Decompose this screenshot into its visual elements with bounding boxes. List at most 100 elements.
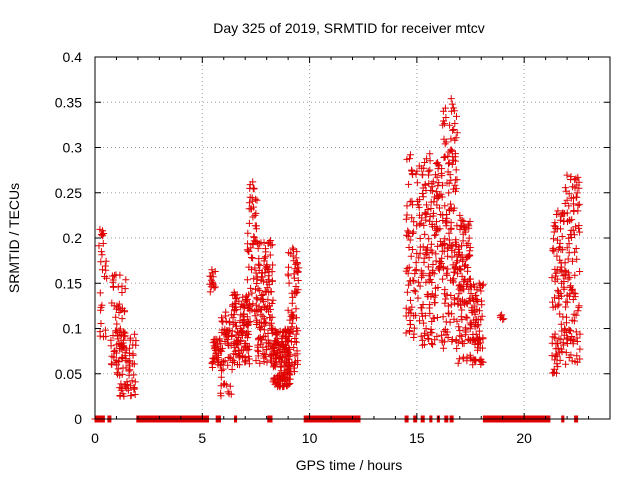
- data-point: [574, 307, 582, 315]
- data-point: [218, 367, 225, 374]
- data-point: [265, 339, 273, 347]
- data-point: [464, 264, 472, 271]
- data-point: [445, 179, 453, 187]
- data-point: [565, 240, 573, 248]
- data-point: [553, 211, 561, 218]
- data-point: [434, 193, 442, 201]
- data-point: [293, 347, 301, 355]
- data-point: [448, 310, 456, 318]
- data-point: [576, 345, 584, 353]
- data-point: [269, 296, 277, 304]
- data-point: [561, 184, 569, 192]
- data-point: [572, 245, 580, 252]
- data-point: [411, 267, 419, 275]
- data-point: [403, 288, 411, 296]
- data-point: [250, 184, 258, 192]
- data-point: [441, 104, 449, 112]
- data-point: [442, 295, 450, 303]
- data-point: [424, 263, 432, 271]
- data-point: [409, 228, 417, 236]
- data-point: [445, 159, 453, 167]
- data-point: [263, 346, 271, 353]
- data-point: [262, 353, 270, 361]
- data-point: [566, 273, 574, 281]
- data-point: [471, 356, 479, 364]
- data-point: [443, 271, 451, 279]
- data-point: [404, 227, 412, 235]
- data-point: [404, 269, 412, 277]
- data-point: [559, 341, 567, 349]
- data-point: [414, 278, 422, 286]
- data-point: [575, 200, 583, 208]
- data-point: [112, 313, 120, 321]
- data-point: [570, 289, 578, 297]
- data-point: [210, 355, 218, 363]
- data-point: [416, 235, 424, 242]
- data-point: [550, 247, 558, 255]
- data-point: [256, 359, 264, 367]
- y-tick-label: 0.05: [55, 366, 82, 382]
- data-point: [429, 341, 437, 349]
- data-point: [554, 340, 561, 347]
- data-point: [256, 287, 264, 295]
- data-point: [453, 317, 461, 325]
- data-point: [291, 335, 299, 342]
- data-point: [430, 198, 438, 206]
- data-point: [260, 315, 268, 323]
- data-point: [415, 196, 423, 204]
- data-point: [432, 250, 440, 258]
- data-point: [576, 268, 584, 275]
- data-point: [428, 279, 436, 286]
- data-point: [479, 280, 487, 288]
- data-point: [570, 231, 578, 239]
- data-point: [472, 291, 480, 299]
- data-point: [499, 316, 507, 323]
- data-point: [553, 266, 561, 273]
- data-point: [232, 306, 240, 313]
- data-point: [116, 271, 124, 279]
- data-point: [564, 269, 572, 277]
- data-point: [228, 333, 236, 340]
- y-tick-label: 0.3: [63, 140, 83, 156]
- data-point: [445, 189, 453, 197]
- data-point: [459, 237, 467, 245]
- data-point: [403, 211, 411, 219]
- data-point: [206, 288, 214, 296]
- data-point: [409, 246, 417, 253]
- data-point: [131, 330, 139, 338]
- data-point: [272, 350, 280, 358]
- data-point: [446, 171, 454, 179]
- data-point: [419, 193, 427, 201]
- data-point: [498, 311, 506, 319]
- data-point: [245, 345, 253, 353]
- data-point: [102, 257, 110, 265]
- data-point: [231, 319, 239, 326]
- data-point: [268, 241, 276, 249]
- data-point: [98, 251, 106, 259]
- data-point: [448, 160, 456, 168]
- data-point: [97, 248, 105, 256]
- data-point: [258, 336, 266, 344]
- data-point: [475, 327, 483, 335]
- data-point: [244, 229, 252, 237]
- data-point: [216, 361, 224, 369]
- data-point: [254, 285, 262, 293]
- data-point: [554, 344, 562, 352]
- data-point: [428, 329, 436, 337]
- data-point: [443, 328, 451, 336]
- data-point: [100, 230, 108, 237]
- data-point: [567, 327, 574, 335]
- data-point: [408, 214, 416, 222]
- data-point: [448, 100, 456, 108]
- data-point: [292, 254, 300, 262]
- data-point: [573, 255, 581, 263]
- data-point: [267, 241, 275, 249]
- data-point: [500, 315, 508, 323]
- data-point: [256, 261, 264, 269]
- data-point: [557, 225, 564, 233]
- data-point: [288, 319, 296, 327]
- data-point: [456, 265, 464, 273]
- data-point: [122, 276, 130, 284]
- data-point: [422, 278, 430, 286]
